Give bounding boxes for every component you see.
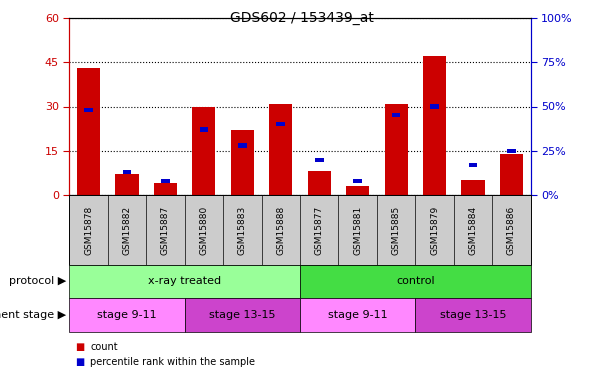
Text: stage 9-11: stage 9-11 <box>328 310 388 320</box>
Bar <box>385 104 408 195</box>
Text: ■: ■ <box>75 357 84 367</box>
Text: x-ray treated: x-ray treated <box>148 276 221 286</box>
Text: stage 13-15: stage 13-15 <box>440 310 507 320</box>
Bar <box>276 122 285 126</box>
Bar <box>392 113 400 117</box>
Text: GSM15877: GSM15877 <box>315 206 324 255</box>
Bar <box>116 174 139 195</box>
Text: GSM15878: GSM15878 <box>84 206 93 255</box>
Text: GSM15879: GSM15879 <box>430 206 439 255</box>
Bar <box>461 180 485 195</box>
Text: count: count <box>90 342 118 352</box>
Bar <box>423 56 446 195</box>
Bar <box>200 128 208 132</box>
Text: development stage ▶: development stage ▶ <box>0 310 66 320</box>
Bar <box>430 104 439 109</box>
Bar <box>231 130 254 195</box>
Bar <box>122 170 131 174</box>
Bar <box>161 179 170 183</box>
Text: GSM15881: GSM15881 <box>353 206 362 255</box>
Bar <box>238 143 247 147</box>
Bar <box>269 104 292 195</box>
Bar <box>192 106 215 195</box>
Bar <box>346 186 369 195</box>
Text: control: control <box>396 276 435 286</box>
Bar <box>77 68 100 195</box>
Bar <box>84 108 93 112</box>
Text: percentile rank within the sample: percentile rank within the sample <box>90 357 256 367</box>
Text: protocol ▶: protocol ▶ <box>9 276 66 286</box>
Text: GSM15884: GSM15884 <box>469 206 478 255</box>
Bar <box>315 158 324 162</box>
Bar <box>154 183 177 195</box>
Bar <box>500 154 523 195</box>
Text: GSM15880: GSM15880 <box>200 206 209 255</box>
Text: stage 9-11: stage 9-11 <box>97 310 157 320</box>
Text: GDS602 / 153439_at: GDS602 / 153439_at <box>230 11 373 25</box>
Text: ■: ■ <box>75 342 84 352</box>
Text: GSM15882: GSM15882 <box>122 206 131 255</box>
Bar <box>308 171 330 195</box>
Bar <box>469 163 478 167</box>
Text: GSM15883: GSM15883 <box>238 206 247 255</box>
Text: GSM15885: GSM15885 <box>391 206 400 255</box>
Text: GSM15887: GSM15887 <box>161 206 170 255</box>
Text: stage 13-15: stage 13-15 <box>209 310 276 320</box>
Bar <box>507 148 516 153</box>
Text: GSM15888: GSM15888 <box>276 206 285 255</box>
Bar <box>353 179 362 183</box>
Text: GSM15886: GSM15886 <box>507 206 516 255</box>
